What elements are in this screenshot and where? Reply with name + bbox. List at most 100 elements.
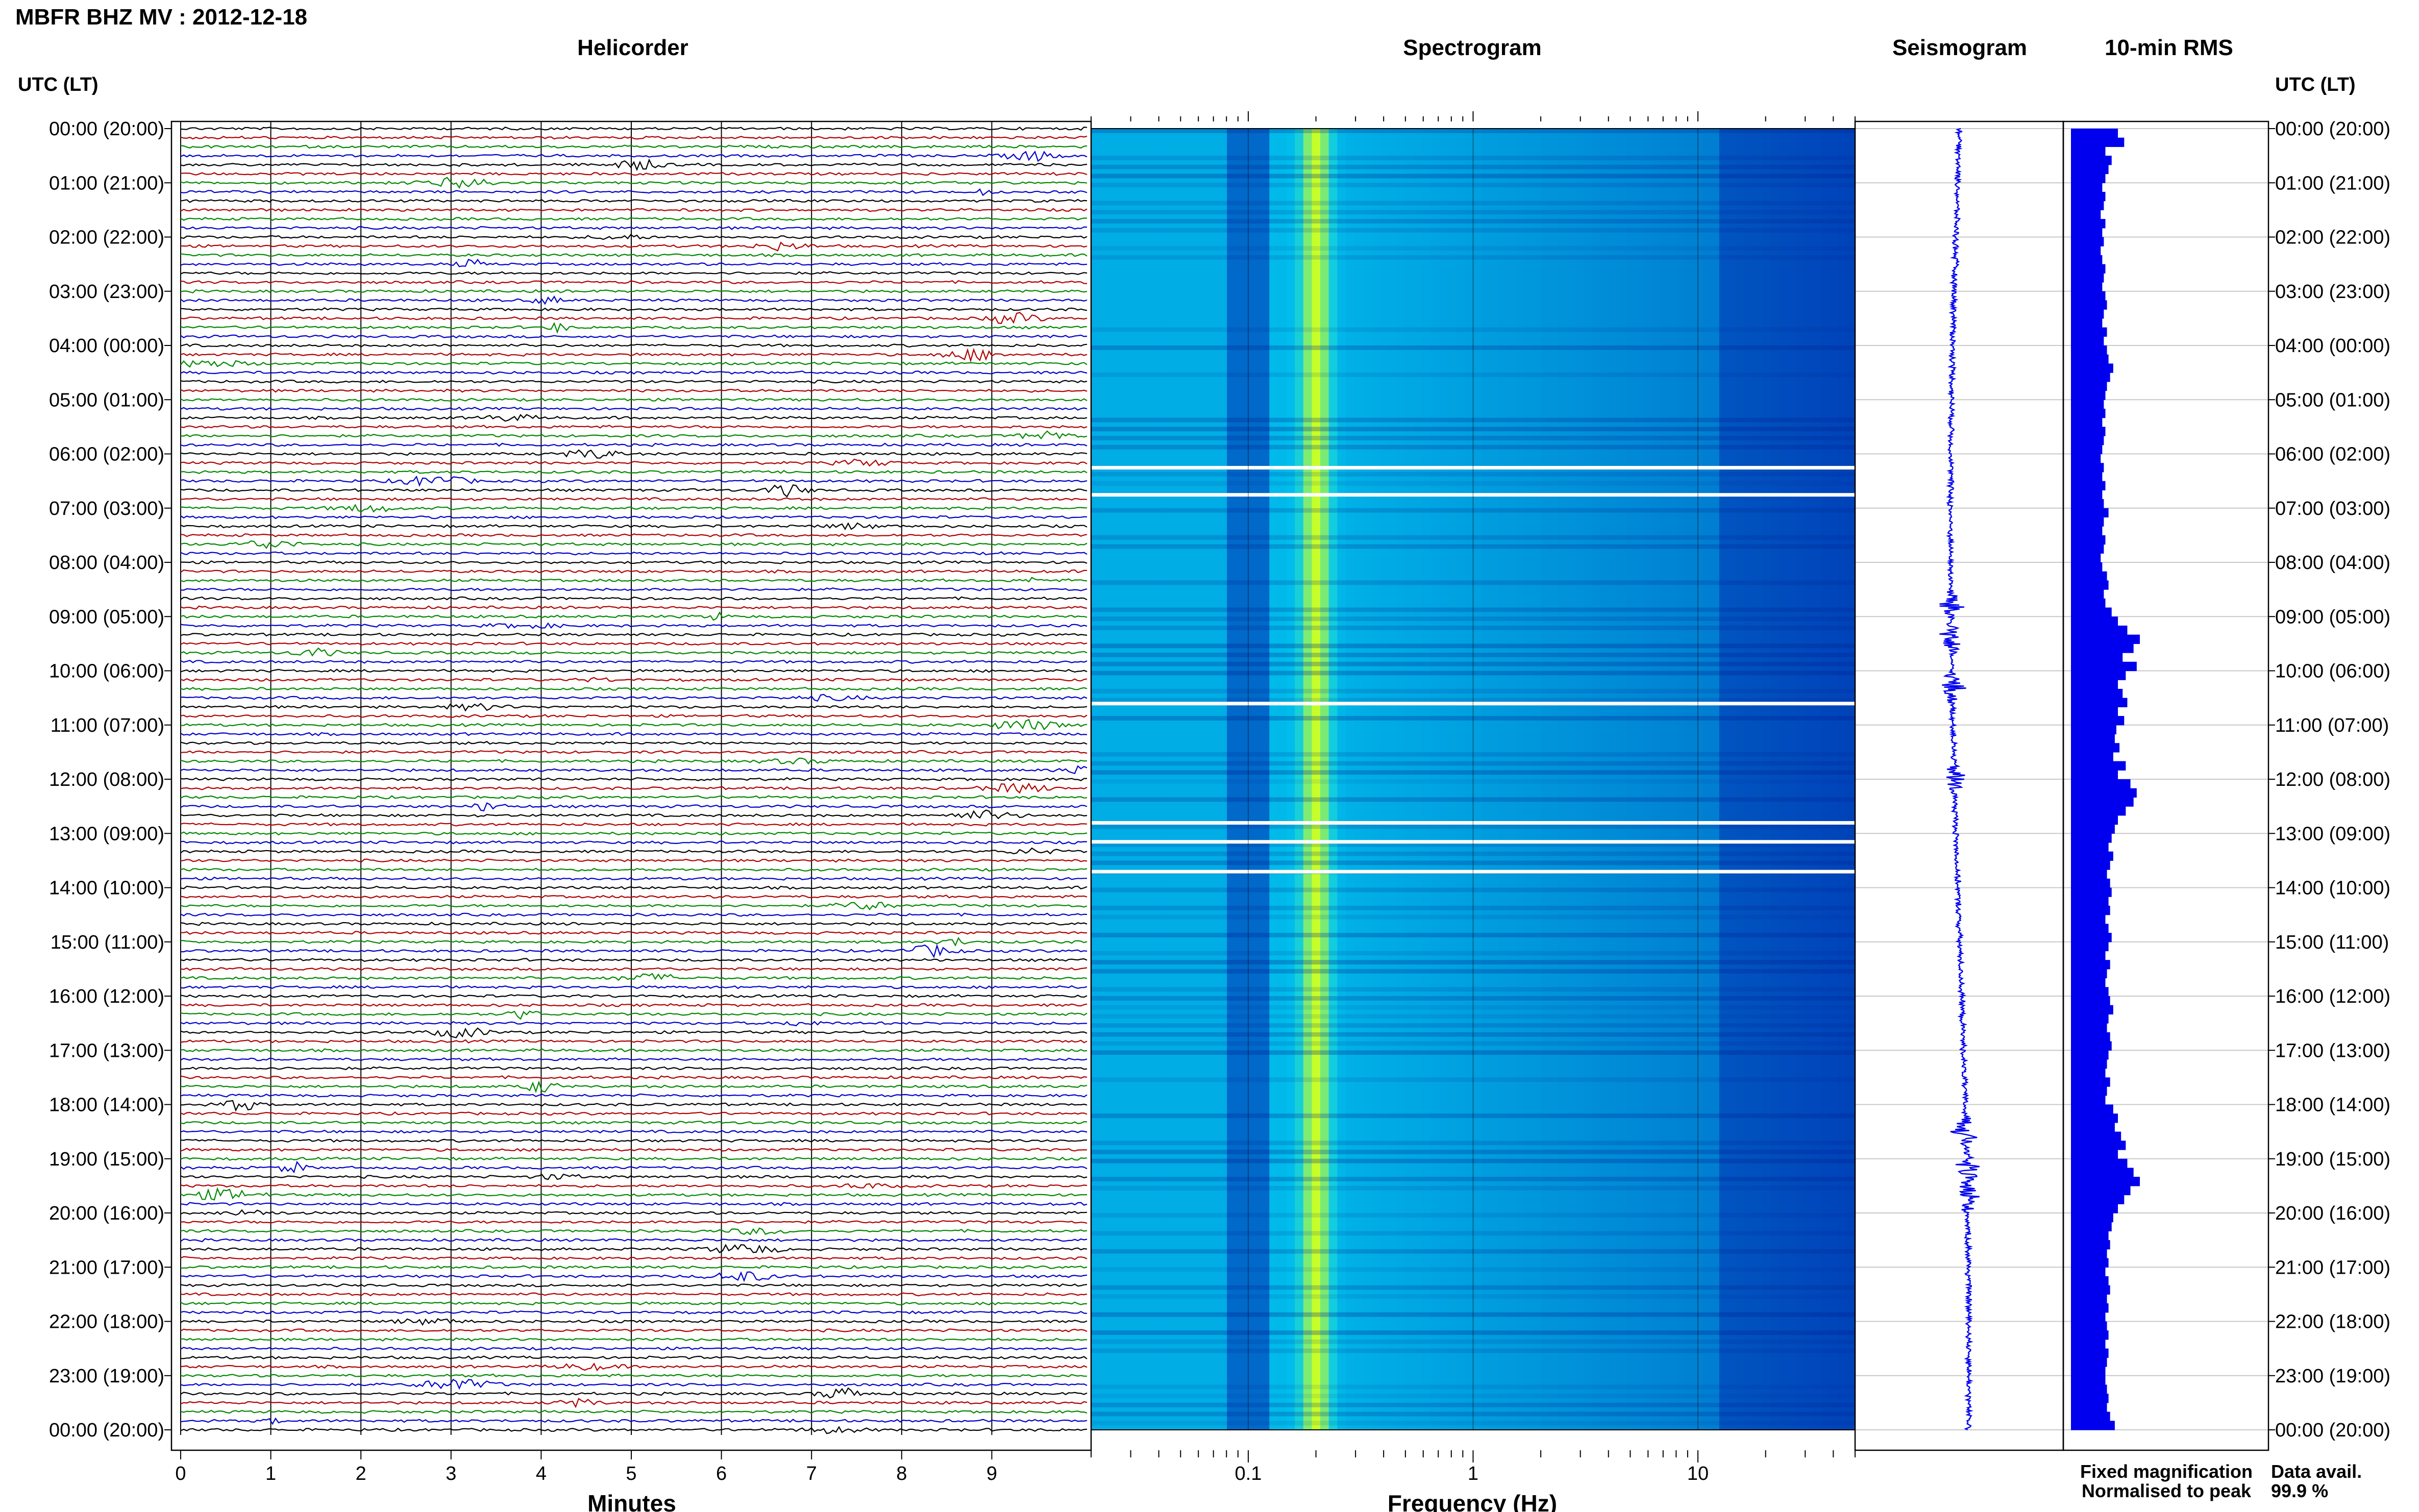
rms-bar (2071, 173, 2106, 183)
helicorder-trace (180, 1010, 1088, 1020)
rms-bar (2071, 1195, 2125, 1204)
rms-bar (2071, 463, 2104, 473)
data-availability-label: Data avail. (2271, 1461, 2362, 1482)
time-label-left: 07:00 (03:00) (49, 498, 164, 519)
spectrogram-row (1091, 1249, 1855, 1254)
time-label-left: 17:00 (13:00) (49, 1040, 164, 1061)
time-label-left: 10:00 (06:00) (49, 661, 164, 682)
rms-bar (2071, 146, 2106, 156)
helicorder-trace (180, 199, 1088, 203)
spectrogram-row (1091, 824, 1855, 829)
spectrogram-row (1091, 1231, 1855, 1236)
spectrogram-row (1091, 860, 1855, 865)
spectrogram-band (1227, 129, 1236, 1430)
helicorder-trace (180, 1227, 1088, 1235)
rms-bar (2071, 933, 2112, 943)
helicorder-trace (180, 718, 1088, 731)
spectrogram-band (1142, 129, 1151, 1430)
helicorder-trace (180, 605, 1088, 610)
rms-bar (2071, 779, 2131, 789)
rms-bar (2071, 1032, 2110, 1042)
rms-bar (2071, 1104, 2113, 1114)
spectrogram-band (1592, 129, 1601, 1430)
spectrogram-band (1218, 129, 1227, 1430)
helicorder-trace (180, 312, 1088, 325)
helicorder-trace (180, 208, 1088, 212)
rms-bar (2071, 625, 2128, 635)
rms-title: 10-min RMS (2105, 35, 2233, 60)
helicorder-trace (180, 334, 1088, 339)
time-label-right: 09:00 (05:00) (2275, 606, 2390, 628)
spectrogram-row (1091, 1023, 1855, 1028)
rms-bar (2071, 1258, 2109, 1268)
helicorder-trace (180, 135, 1088, 140)
rms-bar (2071, 517, 2104, 527)
helicorder-trace (180, 777, 1088, 781)
spectrogram-row (1091, 905, 1855, 910)
helicorder-trace (180, 757, 1088, 765)
spectrogram-band (1676, 129, 1686, 1430)
helicorder-trace (180, 1426, 1088, 1434)
spectrogram-row (1091, 156, 1855, 160)
spectrogram-band (1770, 129, 1779, 1430)
rms-bar (2071, 1168, 2134, 1177)
spectrogram-row (1091, 427, 1855, 432)
rms-bar (2071, 1421, 2115, 1430)
helicorder-trace (180, 1021, 1087, 1027)
helicorder-trace (180, 1003, 1088, 1007)
rms-bar (2071, 210, 2101, 219)
rms-bar (2071, 1122, 2115, 1132)
rms-bar (2071, 598, 2106, 608)
rms-bar (2071, 282, 2103, 292)
rms-bar (2071, 716, 2125, 726)
spectrogram-row (1091, 851, 1855, 856)
spectrogram-row (1091, 183, 1855, 188)
minute-tick-label: 0 (175, 1463, 186, 1484)
spectrogram-band (1812, 129, 1821, 1430)
spectrogram-row (1091, 1041, 1855, 1046)
helicorder-trace (180, 289, 1088, 293)
time-label-right: 18:00 (14:00) (2275, 1095, 2390, 1116)
helicorder-trace (180, 522, 1088, 531)
rms-bar (2071, 336, 2104, 346)
rms-bar (2071, 129, 2118, 138)
helicorder-trace (180, 1183, 1088, 1189)
time-label-left: 03:00 (23:00) (49, 281, 164, 303)
spectrogram-band (1244, 129, 1253, 1430)
spectrogram-band (1159, 129, 1168, 1430)
spectrogram-row (1091, 444, 1855, 450)
spectrogram-band (1473, 129, 1482, 1430)
rms-bar (2071, 444, 2103, 455)
rms-bar (2071, 607, 2112, 617)
spectrogram-band (1184, 129, 1194, 1430)
helicorder-trace (180, 1220, 1088, 1224)
rms-bar (2071, 1348, 2109, 1358)
time-label-left: 18:00 (14:00) (49, 1095, 164, 1116)
rms-bar (2071, 987, 2109, 997)
rms-bar (2071, 688, 2123, 699)
helicorder-trace (180, 1027, 1088, 1038)
station-title: MBFR BHZ MV : 2012-12-18 (15, 5, 307, 30)
helicorder-trace (180, 1057, 1088, 1061)
rms-bar (2071, 183, 2103, 192)
time-label-left: 16:00 (12:00) (49, 986, 164, 1007)
helicorder-trace (180, 1187, 1088, 1201)
helicorder-trace (180, 847, 1088, 855)
spectrogram-band (1482, 129, 1491, 1430)
helicorder-panel (180, 126, 1088, 1434)
spectrogram-row (1091, 129, 1855, 133)
rms-bar (2071, 1150, 2118, 1159)
helicorder-trace (180, 732, 1088, 736)
helicorder-trace (180, 321, 1088, 334)
helicorder-trace (180, 622, 1088, 629)
rms-bar (2071, 1041, 2112, 1051)
spectrogram-band (1660, 129, 1669, 1430)
spectrogram-band (1685, 129, 1694, 1430)
helicorder-trace (181, 560, 1088, 565)
minute-tick-label: 2 (356, 1463, 366, 1484)
rms-bar (2071, 472, 2103, 482)
helicorder-trace (181, 931, 1087, 935)
spectrogram-band (1532, 129, 1542, 1430)
helicorder-trace (180, 533, 1088, 537)
spectrogram-band (1668, 129, 1677, 1430)
